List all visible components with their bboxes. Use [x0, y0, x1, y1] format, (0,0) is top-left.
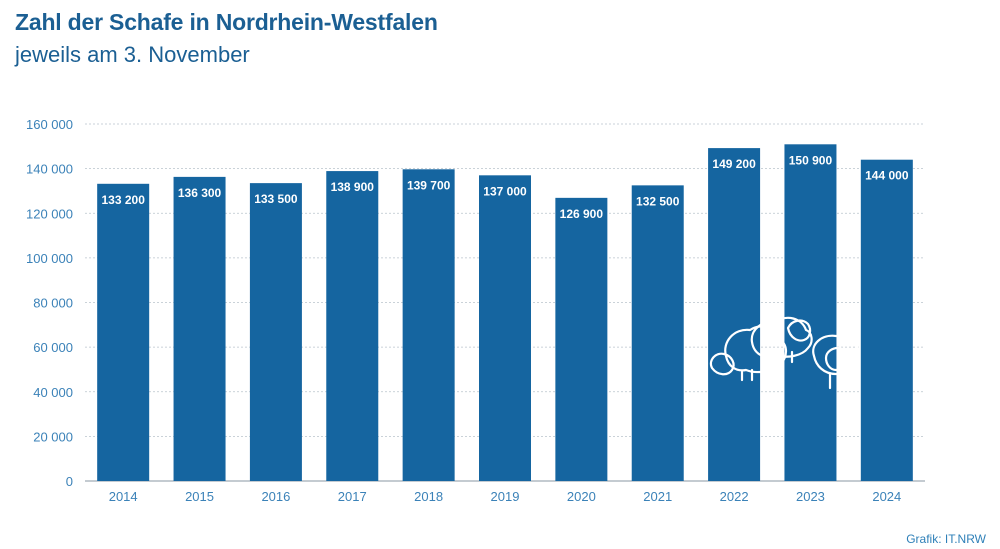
x-tick-label: 2016	[261, 489, 290, 504]
x-tick-label: 2019	[491, 489, 520, 504]
bar-2014	[97, 183, 150, 482]
bar-2015	[173, 176, 226, 482]
bar-value-label: 149 200	[712, 157, 756, 171]
bar-2023	[784, 144, 837, 481]
y-tick-label: 60 000	[33, 340, 73, 355]
bar-value-label: 126 900	[560, 207, 604, 221]
x-tick-label: 2017	[338, 489, 367, 504]
y-axis: 0 20 000 40 000 60 000 80 000 100 000 120 000 1…	[26, 117, 73, 489]
y-tick-label: 160 000	[26, 117, 73, 132]
bar-value-label: 133 500	[254, 192, 298, 206]
x-tick-label: 2020	[567, 489, 596, 504]
x-tick-label: 2021	[643, 489, 672, 504]
x-axis: 2014 2015 2016 2017 2018 2019 2020 2021 2022 2023…	[109, 489, 902, 504]
bar-value-label: 144 000	[865, 169, 909, 183]
x-tick-label: 2015	[185, 489, 214, 504]
y-tick-label: 80 000	[33, 296, 73, 311]
y-tick-label: 120 000	[26, 206, 73, 221]
y-tick-label: 140 000	[26, 162, 73, 177]
bar-value-label: 133 200	[101, 193, 145, 207]
x-tick-label: 2024	[872, 489, 901, 504]
y-tick-label: 100 000	[26, 251, 73, 266]
bar-2018	[402, 169, 455, 481]
bar-value-label: 138 900	[331, 180, 375, 194]
chart-subtitle: jeweils am 3. November	[15, 42, 250, 67]
y-tick-label: 0	[66, 474, 73, 489]
bars: 133 200 136 300 133 500 138 900 139 700 137 0…	[97, 144, 913, 482]
x-tick-label: 2023	[796, 489, 825, 504]
sheep-illustration-icon	[709, 316, 860, 390]
bar-2020	[555, 197, 608, 481]
bar-2016	[249, 183, 302, 482]
x-tick-label: 2014	[109, 489, 138, 504]
bar-value-label: 137 000	[483, 184, 527, 198]
bar-2024	[860, 159, 913, 481]
bar-value-label: 139 700	[407, 178, 451, 192]
chart-title: Zahl der Schafe in Nordrhein-Westfalen	[15, 9, 438, 35]
bar-value-label: 132 500	[636, 194, 680, 208]
bar-value-label: 136 300	[178, 186, 222, 200]
bar-2022	[708, 148, 761, 481]
bar-2019	[479, 175, 531, 481]
y-tick-label: 40 000	[33, 385, 73, 400]
x-tick-label: 2022	[720, 489, 749, 504]
bar-2017	[326, 171, 379, 481]
bar-value-label: 150 900	[789, 153, 833, 167]
y-tick-label: 20 000	[33, 429, 73, 444]
source-credit: Grafik: IT.NRW	[906, 532, 986, 546]
x-tick-label: 2018	[414, 489, 443, 504]
bar-2021	[631, 185, 684, 481]
